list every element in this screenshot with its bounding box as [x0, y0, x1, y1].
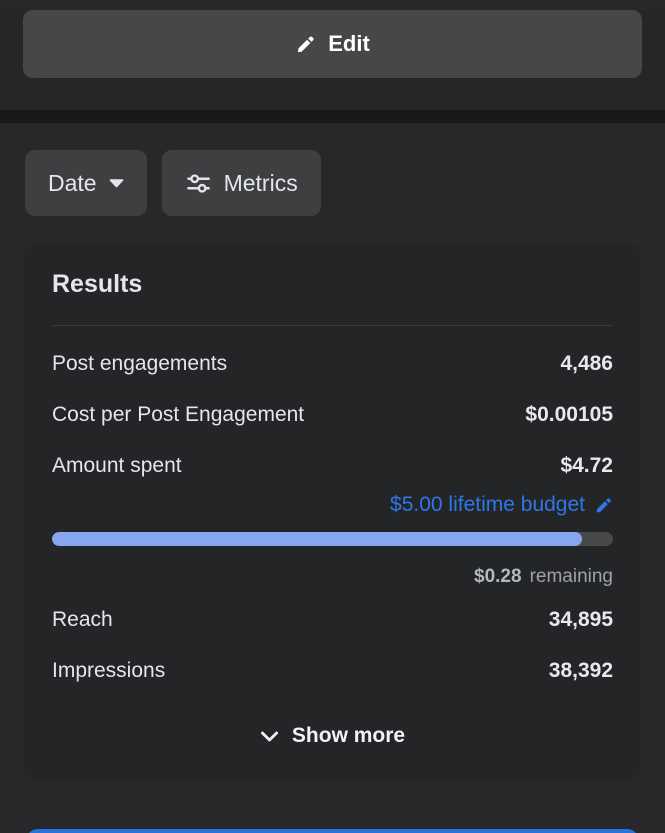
show-more-button[interactable]: Show more: [52, 708, 613, 764]
metrics-filter-label: Metrics: [223, 169, 298, 196]
metric-row-impressions: Impressions 38,392: [52, 645, 613, 696]
date-filter-label: Date: [48, 169, 97, 196]
lifetime-budget-text: $5.00 lifetime budget: [390, 493, 585, 516]
show-more-label: Show more: [291, 724, 406, 747]
remaining-amount: $0.28: [474, 566, 522, 587]
pencil-icon: [594, 496, 613, 515]
sliders-icon: [185, 170, 212, 197]
section-divider: [0, 110, 665, 123]
results-title: Results: [52, 270, 143, 298]
filter-row: Date Metrics: [0, 123, 665, 216]
caret-down-icon: [109, 178, 124, 188]
lifetime-budget-link[interactable]: $5.00 lifetime budget: [52, 491, 613, 519]
metric-row-reach: Reach 34,895: [52, 594, 613, 645]
chevron-down-icon: [260, 730, 279, 743]
metric-label: Amount spent: [52, 453, 182, 477]
metric-row-post-engagements: Post engagements 4,486: [52, 338, 613, 389]
metric-value: 4,486: [560, 351, 613, 375]
metric-label: Impressions: [52, 658, 166, 682]
metric-value: 38,392: [548, 658, 613, 682]
budget-progress-fill: [52, 532, 582, 546]
edit-toolbar: Edit: [0, 10, 665, 110]
metric-row-amount-spent: Amount spent $4.72: [52, 440, 613, 491]
metric-label: Reach: [52, 607, 113, 631]
bottom-primary-button[interactable]: [26, 829, 639, 833]
results-card: Results Post engagements 4,486 Cost per …: [24, 243, 641, 781]
metrics-filter-button[interactable]: Metrics: [161, 150, 321, 216]
metric-list-extra: Reach 34,895 Impressions 38,392: [52, 594, 613, 696]
metric-list: Post engagements 4,486 Cost per Post Eng…: [52, 338, 613, 491]
metric-row-cost-per-engagement: Cost per Post Engagement $0.00105: [52, 389, 613, 440]
budget-progress-bar: [52, 532, 613, 546]
metric-label: Cost per Post Engagement: [52, 402, 305, 426]
card-divider: [52, 325, 613, 326]
edit-button[interactable]: Edit: [23, 10, 642, 78]
metric-value: $4.72: [560, 453, 613, 477]
remaining-label: remaining: [529, 566, 613, 587]
pencil-icon: [295, 34, 316, 55]
metric-value: $0.00105: [525, 402, 613, 426]
budget-remaining: $0.28 remaining: [52, 563, 613, 591]
edit-button-label: Edit: [328, 31, 370, 56]
metric-label: Post engagements: [52, 351, 228, 375]
date-filter-button[interactable]: Date: [25, 150, 147, 216]
metric-value: 34,895: [548, 607, 613, 631]
